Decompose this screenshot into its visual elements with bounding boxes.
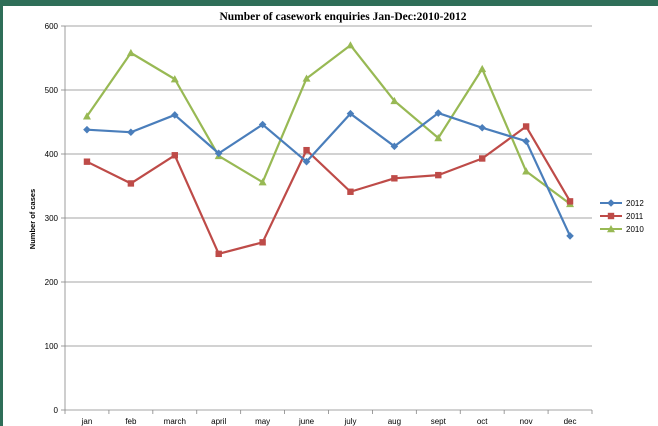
data-point-2012-jan [83,125,91,134]
x-tick-label-april: april [211,417,226,426]
y-tick-label: 300 [45,214,59,223]
legend-marker-2011 [607,212,615,220]
series-2011 [83,123,574,258]
gridlines [65,25,592,347]
data-point-2010-june [302,74,311,82]
series-2012 [83,109,574,240]
legend-item-2012: 2012 [600,199,644,208]
data-point-2011-june [303,146,310,154]
series-lines [82,41,575,258]
data-point-2010-jan [82,112,91,120]
x-tick-label-march: march [164,417,186,426]
data-point-2012-nov [522,137,530,145]
y-tick-label: 100 [45,342,59,351]
y-tick-label: 400 [45,150,59,159]
data-point-2011-aug [391,175,398,182]
legend-label-2012: 2012 [626,199,644,208]
legend-marker-2010 [607,225,615,233]
data-point-2011-july [347,188,354,195]
legend-marker-2012 [607,199,615,207]
y-tick-label: 200 [45,278,59,287]
chart-area [3,6,658,426]
x-tick-label-july: july [343,417,356,426]
data-point-2011-nov [522,123,530,130]
data-point-2010-aug [390,96,399,105]
x-tick-label-june: june [298,417,315,426]
chart-title: Number of casework enquiries Jan-Dec:201… [219,11,466,23]
legend: 2012 2011 2010 [600,199,644,234]
data-point-2012-march [170,111,179,119]
data-point-2010-nov [522,167,531,175]
series-2010 [82,41,575,208]
data-point-2012-april [214,149,223,158]
data-point-2012-oct [478,123,487,132]
data-point-2011-jan [83,158,91,165]
series-line-2012 [86,111,572,237]
x-tick-label-nov: nov [520,417,533,426]
window-frame-top [0,0,658,6]
x-tick-label-sept: sept [431,417,447,426]
legend-label-2010: 2010 [626,225,644,234]
data-point-2012-june [302,157,311,166]
legend-label-2011: 2011 [626,212,644,221]
series-line-2011 [86,125,571,255]
data-point-2010-march [170,75,179,83]
data-point-2010-feb [126,48,135,57]
data-point-2010-may [258,178,267,186]
x-tick-label-feb: feb [125,417,137,426]
data-point-2011-may [259,239,266,246]
data-point-2011-april [215,250,222,258]
x-tick-label-aug: aug [388,417,401,426]
x-tick-label-may: may [255,417,270,426]
data-point-2012-may [258,120,267,129]
data-point-2012-aug [390,142,399,151]
series-line-2010 [86,44,571,205]
data-point-2011-oct [479,155,486,162]
x-tick-label-jan: jan [81,417,93,426]
legend-item-2011: 2011 [600,212,644,221]
y-tick-label: 0 [54,406,59,415]
data-point-2010-july [346,41,355,49]
y-tick-label: 600 [45,22,59,31]
axes [61,25,593,414]
data-point-2011-feb [127,180,135,187]
data-point-2012-sept [434,109,443,117]
data-point-2010-oct [478,64,487,73]
y-tick-labels: 0 100 200 300 400 500 600 [45,22,59,415]
data-point-2011-march [171,152,178,159]
data-point-2012-feb [127,128,135,137]
data-point-2011-dec [566,198,574,205]
x-tick-labels: jan feb march april may june july aug sept oct nov… [81,417,577,426]
data-point-2012-july [346,109,355,118]
data-point-2012-dec [566,232,574,240]
y-tick-label: 500 [45,86,59,95]
window-frame-left [0,0,3,426]
y-axis-label: Number of cases [28,189,37,249]
data-point-2010-sept [434,134,443,142]
x-tick-label-oct: oct [477,417,488,426]
x-tick-label-dec: dec [564,417,577,426]
legend-item-2010: 2010 [600,225,644,234]
data-point-2011-sept [435,171,442,179]
